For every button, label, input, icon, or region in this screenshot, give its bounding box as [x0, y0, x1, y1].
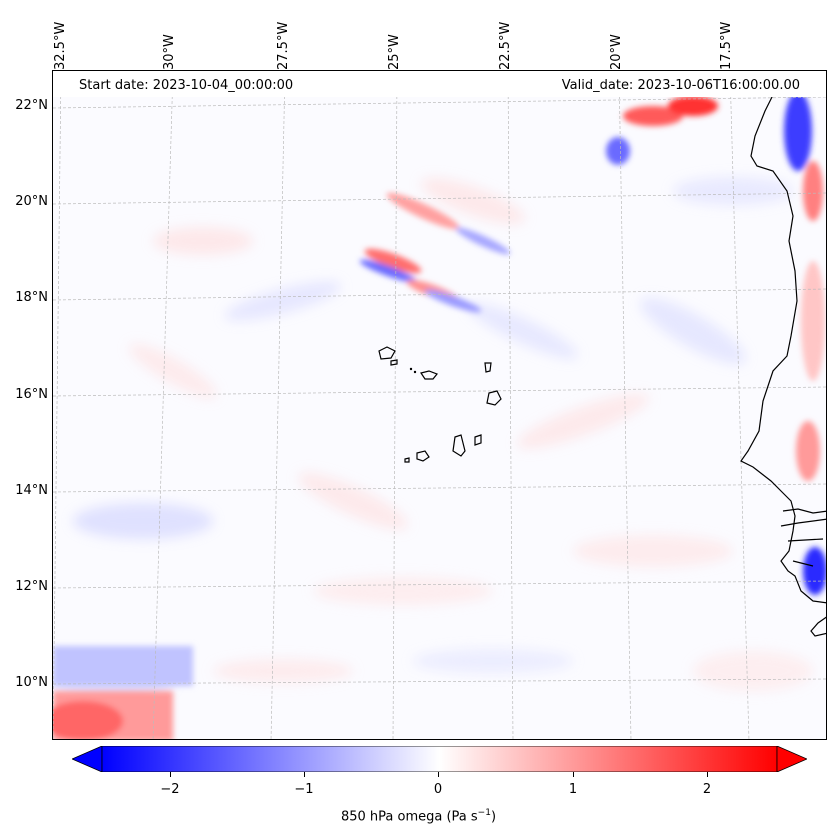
colorbar-tick-label: −1 [294, 782, 314, 797]
valid-date-label: Valid_date: 2023-10-06T16:00:00.00 [561, 78, 800, 93]
colorbar-gradient [101, 746, 778, 772]
map-panel[interactable]: Start date: 2023-10-04_00:00:00 Valid_da… [52, 70, 827, 740]
colorbar-min-extend [72, 746, 103, 772]
colorbar-tickmark [438, 772, 439, 777]
colorbar-tickmark [170, 772, 171, 777]
lat-label-16n: 16°N [15, 387, 48, 402]
lon-label-32-5w: 32.5°W [53, 21, 68, 70]
colorbar-tickmark [707, 772, 708, 777]
lat-label-12n: 12°N [15, 579, 48, 594]
colorbar-tick-label: 1 [568, 782, 578, 797]
omega-field [53, 71, 826, 739]
island-dot [409, 367, 413, 371]
lat-label-22n: 22°N [15, 98, 48, 113]
colorbar-tickmark [573, 772, 574, 777]
colorbar [72, 746, 807, 772]
start-date-label: Start date: 2023-10-04_00:00:00 [79, 78, 294, 93]
coastline [378, 90, 826, 637]
lon-label-22-5w: 22.5°W [498, 21, 513, 70]
island-dot [413, 370, 417, 374]
lat-label-18n: 18°N [15, 290, 48, 305]
lon-label-25w: 25°W [387, 34, 402, 70]
colorbar-tick-label: 2 [702, 782, 712, 797]
lon-label-20w: 20°W [609, 34, 624, 70]
weak-omega-patterns [53, 177, 813, 701]
map-header-band [53, 71, 826, 97]
lon-label-27-5w: 27.5°W [276, 21, 291, 70]
lon-label-17-5w: 17.5°W [719, 21, 734, 70]
strong-omega-features [53, 91, 826, 739]
lat-label-20n: 20°N [15, 194, 48, 209]
colorbar-label: 850 hPa omega (Pa s−1) [340, 808, 497, 825]
colorbar-tick-label: 0 [433, 782, 443, 797]
lat-label-14n: 14°N [15, 483, 48, 498]
colorbar-max-extend [776, 746, 807, 772]
colorbar-tickmark [304, 772, 305, 777]
lon-label-30w: 30°W [162, 34, 177, 70]
lat-label-10n: 10°N [15, 675, 48, 690]
colorbar-tick-label: −2 [160, 782, 180, 797]
graticule [53, 71, 826, 739]
